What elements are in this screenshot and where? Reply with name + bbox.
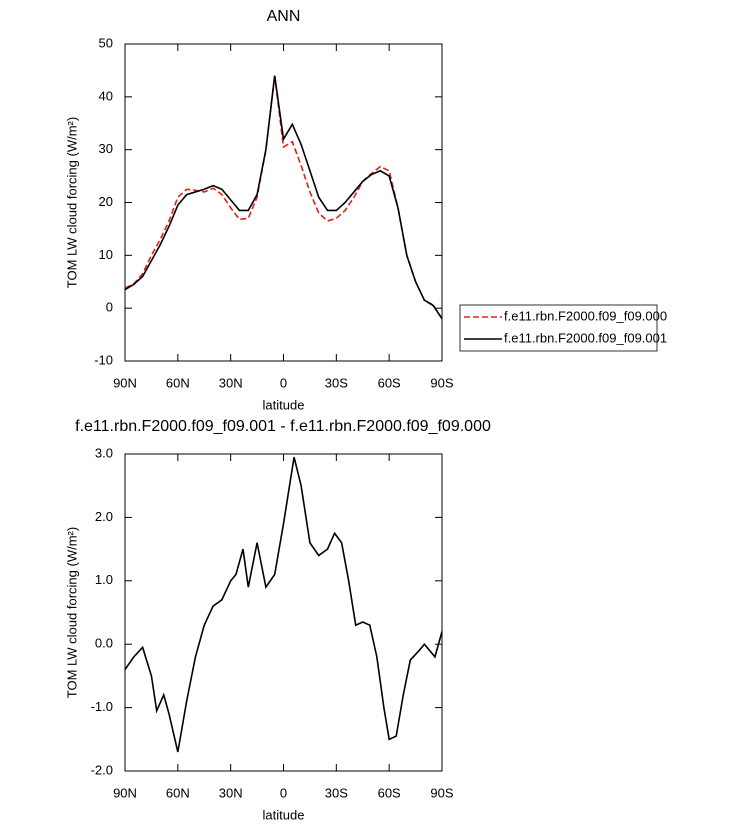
plot-frame [124, 453, 443, 772]
y-tick-label: 20 [99, 194, 113, 209]
x-tick-label: 90S [430, 785, 453, 800]
chart-title: ANN [267, 8, 301, 25]
y-tick-label: 30 [99, 141, 113, 156]
legend-label: f.e11.rbn.F2000.f09_f09.001 [504, 330, 667, 345]
y-tick-label: 0.0 [95, 636, 113, 651]
data-line [124, 456, 443, 753]
x-tick-label: 0 [280, 375, 287, 390]
x-tick-label: 60S [378, 375, 401, 390]
y-axis-label: TOM LW cloud forcing (W/m²) [64, 117, 79, 288]
y-tick-label: -1.0 [91, 699, 113, 714]
data-line [124, 75, 443, 320]
x-axis-label: latitude [263, 807, 305, 822]
y-tick-label: 2.0 [95, 509, 113, 524]
x-tick-label: 60S [378, 785, 401, 800]
data-line [124, 75, 443, 320]
x-tick-label: 30S [325, 785, 348, 800]
y-tick-label: 3.0 [95, 445, 113, 460]
x-tick-label: 60N [166, 375, 190, 390]
x-tick-label: 90N [113, 785, 137, 800]
y-tick-label: 10 [99, 247, 113, 262]
legend-label: f.e11.rbn.F2000.f09_f09.000 [504, 308, 667, 323]
x-tick-label: 60N [166, 785, 190, 800]
y-tick-label: -10 [94, 352, 113, 367]
y-tick-label: 50 [99, 35, 113, 50]
y-tick-label: 40 [99, 88, 113, 103]
y-tick-label: -2.0 [91, 762, 113, 777]
x-tick-label: 30S [325, 375, 348, 390]
plot-frame [124, 43, 443, 362]
y-tick-label: 1.0 [95, 572, 113, 587]
legend-box [459, 304, 658, 352]
x-tick-label: 90S [430, 375, 453, 390]
y-tick-label: 0 [106, 300, 113, 315]
x-tick-label: 30N [219, 785, 243, 800]
x-tick-label: 30N [219, 375, 243, 390]
x-axis-label: latitude [263, 397, 305, 412]
chart-title: f.e11.rbn.F2000.f09_f09.001 - f.e11.rbn.… [75, 418, 491, 435]
x-tick-label: 0 [280, 785, 287, 800]
x-tick-label: 90N [113, 375, 137, 390]
y-axis-label: TOM LW cloud forcing (W/m²) [64, 527, 79, 698]
